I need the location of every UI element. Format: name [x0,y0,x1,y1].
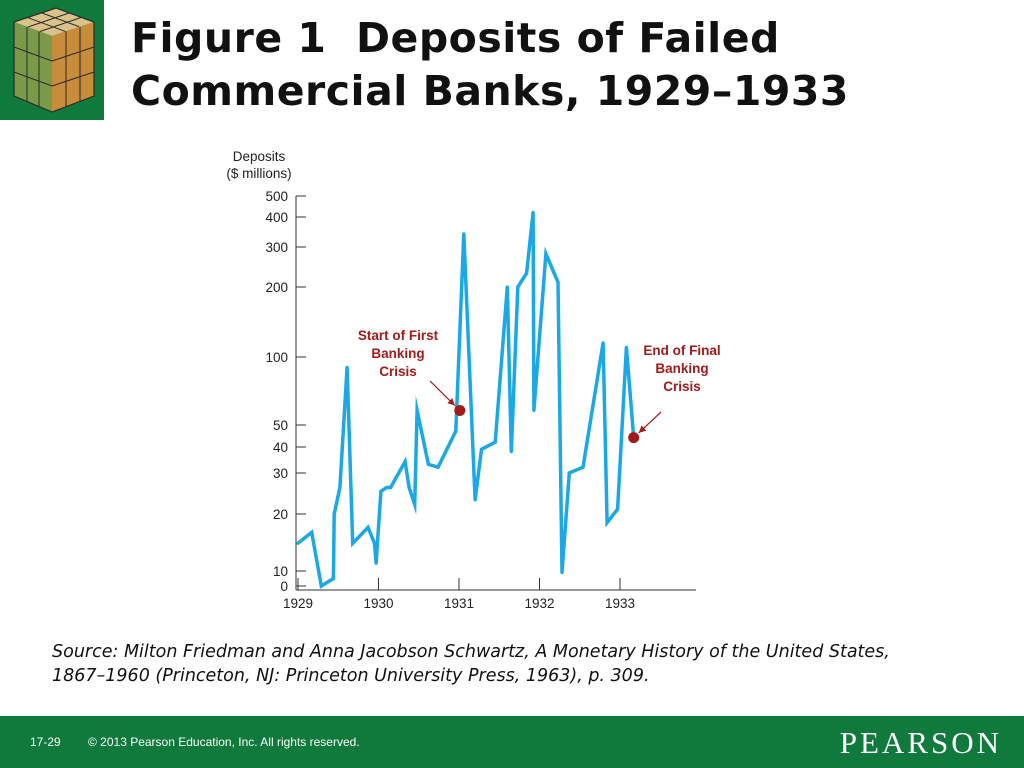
pearson-logo: PEARSON [839,725,1002,760]
data-point [516,285,520,289]
data-point [345,365,349,369]
data-point [407,485,411,490]
source-line-2: 1867–1960 (Princeton, NJ: Princeton Univ… [52,666,650,686]
data-point [556,280,560,284]
annotation-arrowhead [638,425,647,433]
data-point [413,502,417,506]
y-tick-label: 500 [265,189,288,204]
x-tick-label: 1929 [283,596,313,611]
data-point [624,345,629,349]
data-series-line [296,212,636,589]
annotation-label: Banking [371,346,424,361]
data-point [473,498,477,502]
data-point [532,408,536,412]
x-tick-label: 1930 [363,596,393,611]
footer-bar: 17-29 © 2013 Pearson Education, Inc. All… [0,716,1024,768]
data-point [581,465,585,469]
data-point [509,450,513,454]
data-point [310,530,314,534]
data-point [403,460,407,464]
data-point [374,561,378,565]
y-tick-label: 40 [273,440,288,455]
data-point [332,512,336,516]
data-point [436,465,440,469]
slide-title: Figure 1 Deposits of Failed Commercial B… [131,12,849,118]
data-point [605,521,609,525]
data-point [462,232,466,236]
data-point [331,576,335,581]
annotation-label: End of Final [643,343,720,358]
data-point [454,429,458,433]
annotation-label: Banking [655,361,708,376]
y-tick-label: 200 [265,280,288,295]
data-point [372,541,377,545]
data-point [389,485,393,490]
data-point [525,271,529,275]
x-tick-label: 1933 [605,596,635,611]
data-point [567,471,571,475]
data-point [493,440,497,444]
deposits-line-chart: Deposits ($ millions) 010 20 30 40 50 100 200 300… [226,149,720,611]
annotation-marker [628,432,640,444]
y-axis-label: Deposits [233,149,286,164]
cube-logo-icon [0,0,104,120]
y-tick-label: 100 [265,350,288,365]
annotation-marker [454,404,466,416]
data-point [426,462,430,466]
title-line-2: Commercial Banks, 1929–1933 [131,67,849,115]
copyright-text: © 2013 Pearson Education, Inc. All right… [88,735,360,749]
data-point [601,341,605,345]
data-point [296,541,300,545]
y-tick-label: 300 [265,240,288,255]
data-point [415,408,419,412]
annotation-arrowhead [447,398,455,406]
data-point [351,541,355,545]
data-point [505,285,509,289]
y-tick-label: 400 [265,210,288,225]
data-point [319,584,323,588]
x-tick-label: 1931 [444,596,474,611]
x-tick-label: 1932 [524,596,554,611]
data-point [384,485,389,490]
y-tick-label: 50 [273,418,288,433]
data-point [531,210,535,214]
source-line-1: Source: Milton Friedman and Anna Jacobso… [52,642,890,662]
data-point [379,489,383,493]
data-point [338,485,342,490]
title-line-1: Figure 1 Deposits of Failed [131,14,780,62]
data-point [366,525,370,530]
data-point [560,570,564,575]
annotation-label: Crisis [379,364,417,379]
y-tick-label: 10 [273,564,288,579]
y-tick-label: 0 [280,579,288,594]
y-axis-label: ($ millions) [226,166,291,181]
source-citation: Source: Milton Friedman and Anna Jacobso… [52,640,1022,688]
y-tick-label: 30 [273,466,288,481]
data-point [479,447,484,451]
y-tick-label: 20 [273,507,288,522]
data-point [544,252,548,256]
annotation-label: Start of First [358,328,439,343]
page-number: 17-29 [30,735,61,749]
data-point [616,507,620,511]
annotation-label: Crisis [663,379,701,394]
